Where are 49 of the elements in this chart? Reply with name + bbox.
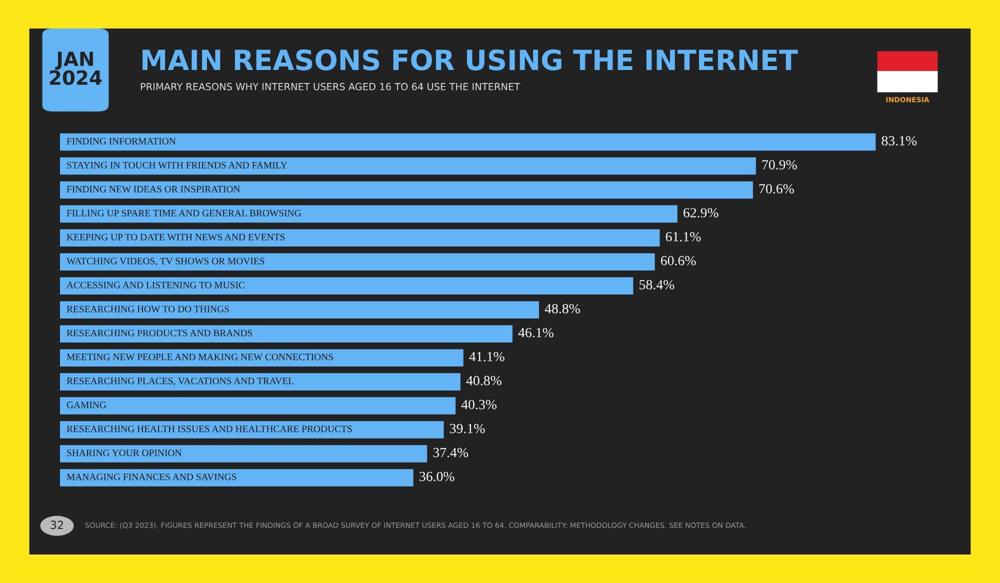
bar: [60, 373, 460, 390]
y-tick-label: RESEARCHING PLACES, VACATIONS AND TRAVEL: [66, 378, 294, 386]
bar: [60, 397, 456, 414]
y-tick-label: RESEARCHING HEALTH ISSUES AND HEALTHCARE PRODUCTS: [66, 426, 352, 432]
bar: [60, 277, 634, 295]
bar: [60, 253, 655, 271]
bar: [60, 421, 444, 438]
data-label: 39.1%: [450, 424, 485, 434]
y-tick-label: MEETING NEW PEOPLE AND MAKING NEW CONNECTIONS: [66, 354, 333, 360]
chart-title: MAIN REASONS FOR USING THE INTERNET: [142, 49, 798, 70]
data-label: 70.6%: [759, 184, 794, 194]
data-label: 37.4%: [433, 448, 468, 458]
y-tick-label: MANAGING FINANCES AND SAVINGS: [66, 474, 236, 480]
data-label: 36.0%: [420, 472, 454, 482]
y-tick-label: FINDING INFORMATION: [66, 138, 176, 144]
y-tick-label: STAYING IN TOUCH WITH FRIENDS AND FAMILY: [67, 162, 288, 168]
bar: [60, 181, 753, 199]
data-label: 60.6%: [660, 256, 696, 266]
bar: [60, 205, 678, 223]
y-tick-label: RESEARCHING PRODUCTS AND BRANDS: [66, 330, 252, 336]
bar: [60, 445, 428, 462]
y-tick-label: FILLING UP SPARE TIME AND GENERAL BROWSING: [66, 210, 302, 216]
bar: [60, 229, 660, 247]
data-label: 41.1%: [469, 352, 504, 362]
text: 32: [50, 520, 63, 530]
y-tick-label: KEEPING UP TO DATE WITH NEWS AND EVENTS: [66, 234, 285, 240]
y-tick-label: GAMING: [66, 402, 106, 408]
data-label: 40.3%: [461, 400, 497, 410]
y-tick-label: SHARING YOUR OPINION: [67, 450, 182, 456]
data-label: 61.1%: [666, 232, 701, 242]
bar: [60, 469, 414, 486]
data-label: 58.4%: [640, 280, 674, 290]
data-label: 70.9%: [762, 160, 797, 170]
text: JAN 2024: [50, 52, 102, 86]
data-label: 40.8%: [466, 376, 502, 386]
bar: [60, 349, 464, 366]
bar: [60, 301, 539, 318]
data-label: 46.1%: [518, 328, 554, 338]
data-label: 48.8%: [544, 304, 580, 314]
bar: [60, 133, 876, 151]
data-label: 83.1%: [882, 136, 917, 146]
data-label: 62.9%: [684, 208, 718, 218]
bar: [60, 157, 756, 175]
bar: [60, 325, 512, 342]
y-tick-label: ACCESSING AND LISTENING TO MUSIC: [66, 282, 244, 288]
chart-subtitle: PRIMARY REASONS WHY INTERNET USERS AGED 16 TO 64 USE THE INTERNET: [140, 82, 520, 90]
y-tick-label: FINDING NEW IDEAS OR INSPIRATION: [66, 186, 240, 192]
y-tick-label: WATCHING VIDEOS, TV SHOWS OR MOVIES: [66, 258, 264, 266]
y-tick-label: RESEARCHING HOW TO DO THINGS: [66, 306, 229, 312]
